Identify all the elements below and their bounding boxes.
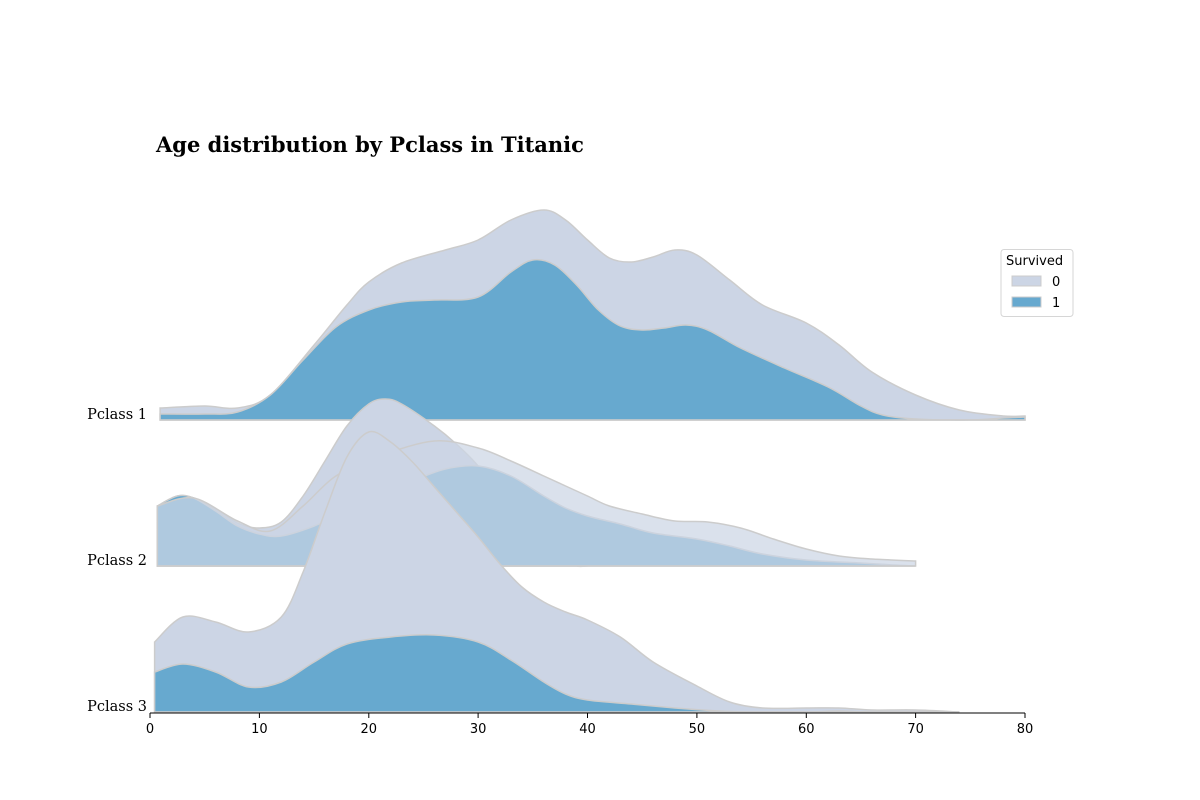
row-labels: Pclass 1 Pclass 2 Pclass 3 <box>87 407 147 715</box>
x-tick-label: 20 <box>361 722 378 737</box>
legend-swatch-1 <box>1011 296 1042 308</box>
chart-title: Age distribution by Pclass in Titanic <box>155 132 584 157</box>
ridge-pclass-2 <box>156 398 917 568</box>
x-tick-label: 30 <box>470 722 487 737</box>
density-survived-1-pclass-1 <box>159 258 1026 421</box>
x-tick-label: 40 <box>579 722 596 737</box>
legend-label-0: 0 <box>1052 275 1060 290</box>
ridges <box>153 209 1026 713</box>
x-tick-label: 60 <box>798 722 815 737</box>
x-tick-label: 10 <box>251 722 268 737</box>
x-tick-label: 80 <box>1017 722 1034 737</box>
legend-swatch-0 <box>1011 275 1042 287</box>
x-tick-label: 50 <box>689 722 706 737</box>
row-label-pclass-2: Pclass 2 <box>87 553 147 569</box>
density-survived-0-pclass-3 <box>153 430 960 713</box>
row-label-pclass-1: Pclass 1 <box>87 407 147 423</box>
legend-title: Survived <box>1006 254 1063 269</box>
x-tick-label: 70 <box>907 722 924 737</box>
x-axis: 0 10 20 30 40 50 60 70 80 <box>146 712 1034 737</box>
ridge-pclass-3 <box>153 430 960 713</box>
legend-label-1: 1 <box>1052 296 1060 311</box>
ridge-pclass-1 <box>159 209 1026 421</box>
x-tick-label: 0 <box>146 722 154 737</box>
legend: Survived 0 1 <box>1000 249 1074 317</box>
row-label-pclass-3: Pclass 3 <box>87 699 147 715</box>
density-survived-0-pclass-2 <box>156 440 917 567</box>
